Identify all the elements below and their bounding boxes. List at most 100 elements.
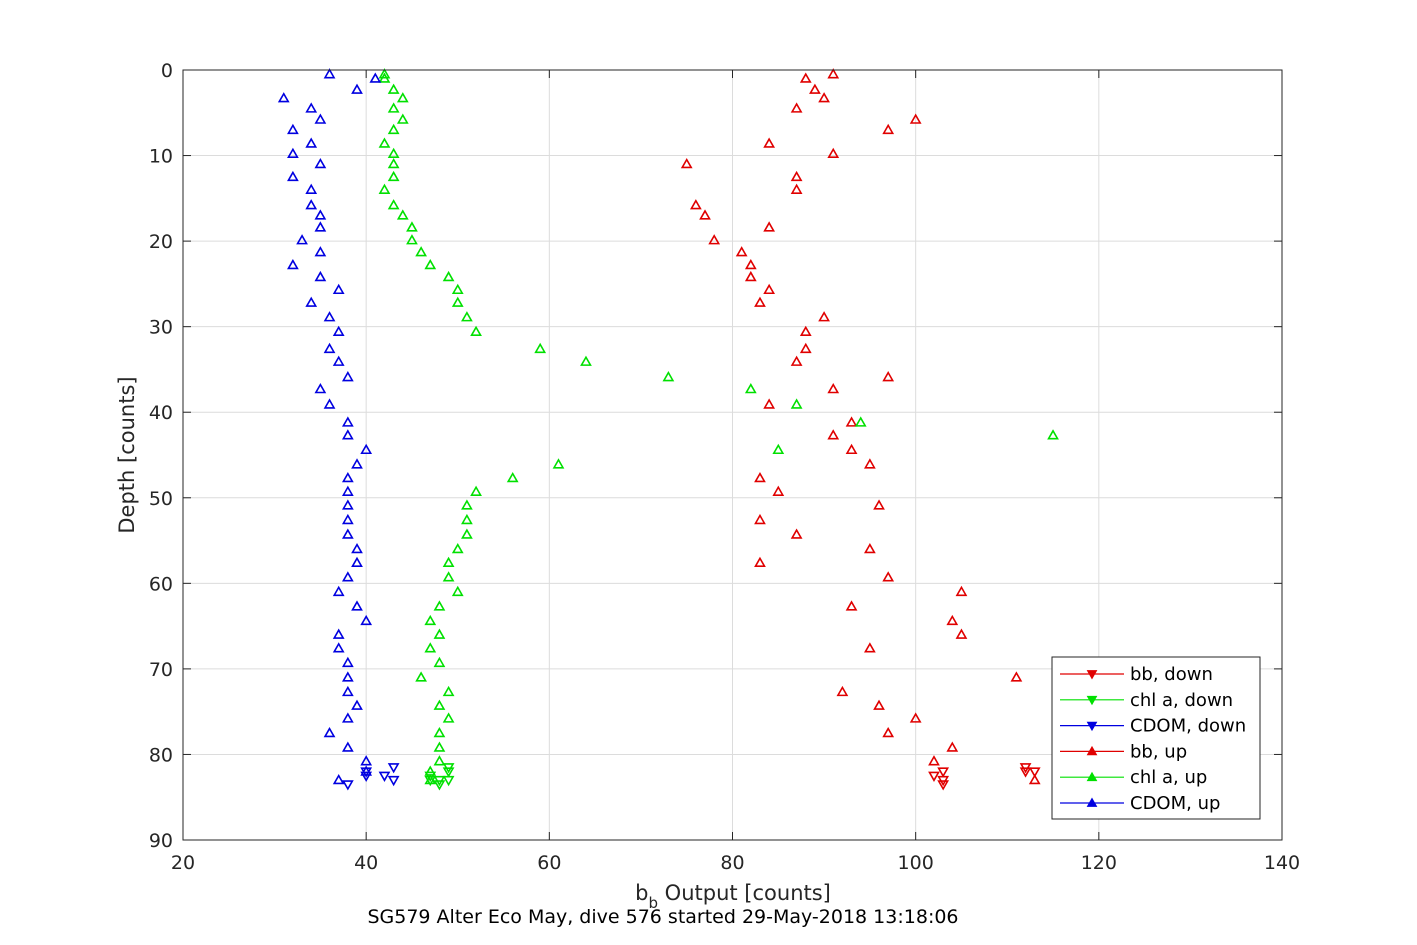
data-point (754, 471, 766, 483)
data-point (378, 183, 391, 194)
data-point (314, 209, 327, 220)
data-point (937, 780, 950, 791)
data-point (387, 157, 400, 169)
data-point (928, 771, 940, 782)
data-point (387, 763, 400, 774)
data-point (946, 614, 959, 626)
data-point (433, 780, 446, 791)
data-point (863, 458, 876, 469)
data-point (341, 416, 354, 427)
legend-entry: chl a, up (1060, 767, 1207, 788)
data-point (763, 221, 776, 232)
legend-label: chl a, down (1130, 690, 1233, 711)
data-point (387, 102, 400, 113)
data-point (882, 371, 895, 382)
y-tick-label: 10 (149, 146, 173, 168)
series-3 (680, 68, 1041, 785)
legend-label: CDOM, up (1130, 793, 1220, 814)
data-point (341, 485, 354, 496)
y-tick-label: 50 (149, 488, 173, 510)
data-point (296, 234, 308, 245)
data-point (882, 123, 895, 135)
data-point (909, 113, 922, 124)
data-point (341, 671, 354, 682)
data-point (827, 147, 840, 159)
data-point (415, 246, 427, 257)
data-point (351, 699, 363, 710)
data-point (442, 712, 455, 723)
legend-label: bb, up (1130, 741, 1187, 762)
data-point (424, 614, 437, 626)
data-point (277, 92, 290, 103)
data-point (396, 113, 409, 124)
legend-marker (1086, 721, 1098, 732)
data-point (882, 726, 895, 738)
data-point (744, 258, 757, 270)
data-point (818, 311, 830, 322)
y-tick-label: 0 (161, 60, 173, 82)
legend-label: bb, down (1130, 664, 1213, 685)
data-point (387, 83, 400, 94)
data-point (689, 199, 702, 210)
data-point (332, 355, 345, 366)
y-tick-label: 90 (149, 830, 173, 852)
data-point (845, 600, 858, 611)
x-tick-label: 40 (354, 852, 378, 874)
data-point (433, 600, 446, 611)
series-4 (378, 68, 1059, 785)
data-point (332, 773, 345, 785)
data-point (937, 767, 950, 778)
data-point (946, 741, 959, 752)
data-point (470, 325, 482, 336)
figure-caption: SG579 Alter Eco May, dive 576 started 29… (367, 906, 958, 928)
data-point (341, 499, 354, 510)
data-point (396, 209, 409, 220)
data-point (424, 773, 437, 785)
data-point (928, 755, 940, 766)
x-tick-label: 60 (537, 852, 561, 874)
data-point (332, 283, 345, 295)
data-point (314, 113, 327, 124)
data-point (305, 296, 318, 307)
data-point (351, 600, 363, 611)
data-point (305, 183, 318, 194)
legend-entry: bb, up (1060, 741, 1187, 762)
data-point (442, 556, 455, 567)
data-point (442, 270, 455, 282)
data-point (369, 72, 382, 83)
data-point (442, 767, 455, 778)
data-point (818, 92, 830, 103)
data-point (1010, 671, 1023, 682)
x-tick-label: 140 (1264, 852, 1300, 874)
data-point (341, 371, 354, 382)
data-point (845, 443, 858, 455)
data-point (378, 771, 391, 782)
data-point (708, 234, 721, 245)
x-axis-label: bb Output [counts] (635, 881, 831, 912)
x-axis-label-rest: Output [counts] (658, 881, 831, 905)
legend-label: CDOM, down (1130, 716, 1246, 737)
data-point (387, 775, 400, 787)
data-point (451, 542, 464, 554)
data-point (396, 92, 409, 103)
data-point (387, 123, 400, 135)
y-tick-label: 70 (149, 659, 173, 681)
data-point (1019, 767, 1032, 778)
data-point (836, 685, 849, 697)
data-point (754, 296, 766, 307)
x-tick-label: 80 (720, 852, 744, 874)
data-point (763, 398, 776, 409)
data-point (442, 775, 455, 787)
series-0 (928, 763, 1041, 791)
data-point (341, 780, 354, 791)
data-point (873, 699, 885, 710)
data-point (506, 471, 519, 483)
data-point (735, 246, 748, 257)
data-point (323, 68, 336, 79)
data-point (433, 699, 446, 710)
legend: bb, down chl a, down CDOM, down bb, up chl a… (1051, 656, 1261, 820)
data-point (351, 458, 363, 469)
data-point (451, 283, 464, 295)
legend-entry: bb, down (1060, 664, 1213, 685)
